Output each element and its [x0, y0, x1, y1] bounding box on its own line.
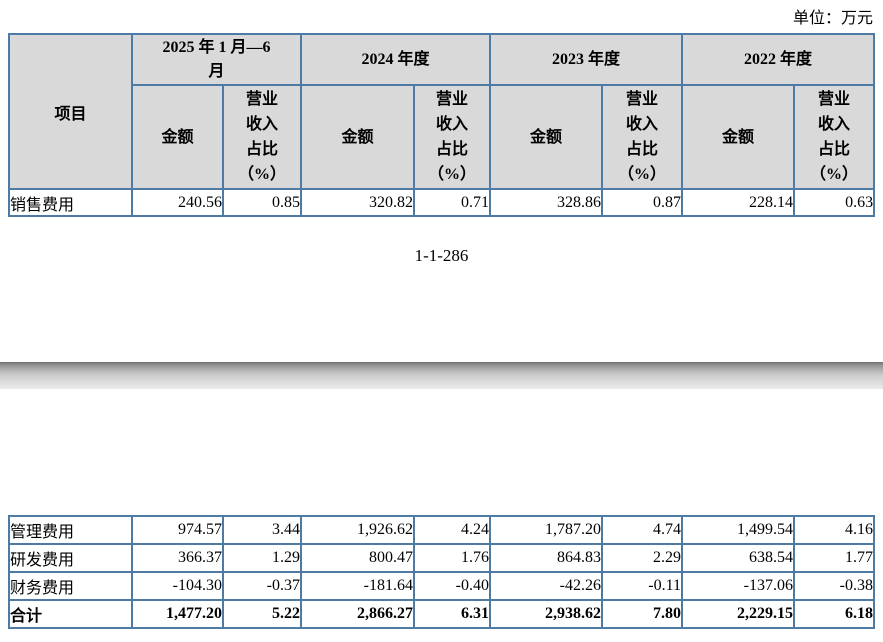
- amount-cell: 2,229.15: [681, 599, 795, 629]
- amount-cell: 864.83: [489, 543, 603, 573]
- col-header-period-2022: 2022 年度: [681, 33, 876, 86]
- col-header-amount-2023: 金额: [489, 84, 604, 190]
- amount-cell: 974.57: [131, 515, 224, 545]
- table-row-total: 合计 1,477.20 5.22 2,866.27 6.31 2,938.62 …: [8, 599, 875, 629]
- ratio-cell: 1.77: [793, 543, 875, 573]
- ratio-cell: 1.29: [222, 543, 302, 573]
- col-header-amount-2025h1: 金额: [131, 84, 224, 190]
- ratio-cell: -0.11: [601, 571, 683, 601]
- ratio-cell: 4.16: [793, 515, 875, 545]
- amount-cell: 328.86: [489, 188, 604, 217]
- page-number: 1-1-286: [414, 246, 469, 265]
- amount-cell: 228.14: [681, 188, 796, 217]
- amount-cell: 1,477.20: [131, 599, 224, 629]
- expense-table-page1: 项目 2025 年 1 月—6 月 2024 年度 2023 年度 2022 年…: [8, 33, 876, 217]
- ratio-cell: 0.87: [601, 188, 684, 217]
- ratio-cell: 2.29: [601, 543, 683, 573]
- ratio-cell: 7.80: [601, 599, 683, 629]
- row-item-label: 合计: [8, 599, 133, 629]
- ratio-cell: 4.74: [601, 515, 683, 545]
- amount-cell: 2,866.27: [300, 599, 415, 629]
- amount-cell: 240.56: [131, 188, 224, 217]
- col-header-ratio-2022: 营业 收入 占比 （%）: [793, 84, 876, 190]
- amount-cell: 1,926.62: [300, 515, 415, 545]
- table-row-rd-expense: 研发费用 366.37 1.29 800.47 1.76 864.83 2.29…: [8, 543, 875, 573]
- amount-cell: -104.30: [131, 571, 224, 601]
- col-header-period-2025h1: 2025 年 1 月—6 月: [130, 33, 303, 86]
- ratio-cell: 5.22: [222, 599, 302, 629]
- col-header-amount-2022: 金额: [681, 84, 796, 190]
- amount-cell: 1,499.54: [681, 515, 795, 545]
- amount-cell: 320.82: [300, 188, 416, 217]
- row-item-label: 财务费用: [8, 571, 133, 601]
- ratio-cell: 6.31: [413, 599, 491, 629]
- amount-cell: 2,938.62: [489, 599, 603, 629]
- table-header-sub-row: 金额 营业 收入 占比 （%） 金额 营业 收入 占比 （%） 金额 营业 收入…: [9, 84, 876, 190]
- ratio-cell: -0.40: [413, 571, 491, 601]
- table-header-period-row: 项目 2025 年 1 月—6 月 2024 年度 2023 年度 2022 年…: [8, 33, 876, 190]
- col-header-ratio-2024: 营业 收入 占比 （%）: [413, 84, 492, 190]
- col-header-ratio-2023: 营业 收入 占比 （%）: [601, 84, 684, 190]
- amount-cell: -42.26: [489, 571, 603, 601]
- amount-cell: -181.64: [300, 571, 415, 601]
- expense-table-page2: 管理费用 974.57 3.44 1,926.62 4.24 1,787.20 …: [8, 515, 875, 629]
- ratio-cell: 0.85: [221, 188, 303, 217]
- ratio-cell: 4.24: [413, 515, 491, 545]
- ratio-cell: 0.63: [793, 188, 876, 217]
- ratio-cell: 3.44: [222, 515, 302, 545]
- col-header-period-2023: 2023 年度: [489, 33, 684, 86]
- col-header-period-2024: 2024 年度: [300, 33, 492, 86]
- col-header-item: 项目: [8, 33, 133, 190]
- amount-cell: 366.37: [131, 543, 224, 573]
- page-break-divider: [0, 362, 883, 389]
- row-item-label: 研发费用: [8, 543, 133, 573]
- amount-cell: 638.54: [681, 543, 795, 573]
- ratio-cell: 6.18: [793, 599, 875, 629]
- ratio-cell: 1.76: [413, 543, 491, 573]
- col-header-amount-2024: 金额: [300, 84, 416, 190]
- row-item-label: 销售费用: [8, 188, 133, 217]
- table-row-finance-expense: 财务费用 -104.30 -0.37 -181.64 -0.40 -42.26 …: [8, 571, 875, 601]
- ratio-cell: -0.37: [222, 571, 302, 601]
- ratio-cell: -0.38: [793, 571, 875, 601]
- amount-cell: 800.47: [300, 543, 415, 573]
- table-row-selling-expense: 销售费用 240.56 0.85 320.82 0.71 328.86 0.87…: [8, 188, 876, 217]
- row-item-label: 管理费用: [8, 515, 133, 545]
- amount-cell: -137.06: [681, 571, 795, 601]
- amount-cell: 1,787.20: [489, 515, 603, 545]
- col-header-ratio-2025h1: 营业 收入 占比 （%）: [221, 84, 303, 190]
- unit-label: 单位：万元: [792, 10, 873, 27]
- ratio-cell: 0.71: [413, 188, 492, 217]
- table-row-admin-expense: 管理费用 974.57 3.44 1,926.62 4.24 1,787.20 …: [8, 515, 875, 545]
